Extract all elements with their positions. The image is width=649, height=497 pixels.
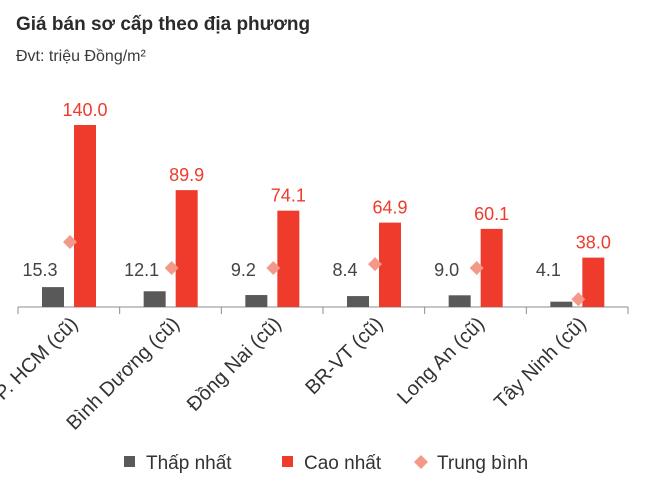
legend-marker (414, 455, 428, 469)
x-tick-label: BR-VT (cũ) (301, 313, 387, 399)
data-label-lowest: 4.1 (536, 260, 561, 280)
bar-highest (74, 125, 96, 307)
marker-average (571, 292, 586, 307)
legend-label: Cao nhất (304, 453, 382, 474)
data-label-highest: 64.9 (372, 198, 407, 218)
marker-average (266, 261, 281, 275)
legend-marker (282, 456, 293, 467)
data-label-lowest: 12.1 (124, 260, 159, 280)
marker-average (63, 235, 77, 249)
data-label-highest: 74.1 (271, 186, 306, 206)
bar-highest (175, 190, 198, 307)
bar-lowest (347, 296, 369, 307)
bar-highest (582, 257, 605, 307)
chart-title: Giá bán sơ cấp theo địa phương (16, 14, 311, 35)
data-label-highest: 140.0 (62, 100, 107, 120)
bar-lowest (550, 301, 573, 307)
data-label-lowest: 9.0 (434, 260, 459, 280)
bar-lowest (448, 295, 471, 307)
data-label-highest: 89.9 (169, 165, 204, 185)
marker-average (164, 261, 179, 275)
x-tick-label: Bình Dương (cũ) (62, 313, 184, 435)
data-label-highest: 60.1 (474, 204, 509, 224)
bar-highest (277, 210, 300, 307)
bar-lowest (143, 291, 166, 307)
bar-highest (480, 228, 503, 307)
bar-highest (379, 222, 401, 307)
data-label-highest: 38.0 (576, 233, 611, 253)
legend-label: Thấp nhất (146, 453, 232, 474)
legend-marker (124, 456, 135, 467)
data-label-lowest: 8.4 (332, 260, 357, 280)
x-tick-label: Đồng Nai (cũ) (183, 313, 286, 416)
bar-lowest (245, 295, 268, 307)
x-tick-label: TP. HCM (cũ) (0, 313, 82, 413)
x-tick-label: Tây Ninh (cũ) (490, 313, 590, 413)
marker-average (469, 261, 484, 275)
bar-lowest (42, 287, 64, 307)
x-tick-label: Long An (cũ) (393, 313, 489, 409)
chart-subtitle: Đvt: triệu Đồng/m² (16, 48, 146, 65)
data-label-lowest: 9.2 (231, 260, 256, 280)
marker-average (368, 257, 382, 272)
legend-label: Trung bình (437, 453, 528, 474)
data-label-lowest: 15.3 (22, 260, 57, 280)
